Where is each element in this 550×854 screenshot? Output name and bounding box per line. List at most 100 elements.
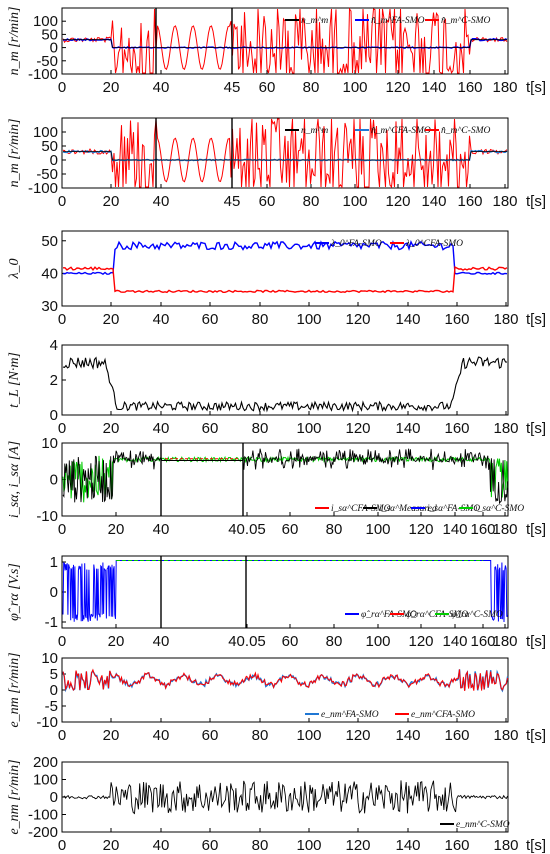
legend-label: i_sα^CFA-SMO: [331, 504, 391, 514]
legend-label: n̂_m^CFA-SMO: [371, 125, 431, 136]
x-tick-label: 140: [395, 727, 420, 744]
x-tick-label: 100: [365, 521, 390, 538]
x-tick-label: 140: [442, 633, 467, 650]
plot-area: [62, 668, 509, 693]
y-tick-label: -100: [28, 807, 58, 824]
x-tick-label: 100: [296, 727, 321, 744]
x-tick-label: 160: [444, 727, 469, 744]
x-tick-label: 140: [421, 79, 446, 96]
x-tick-label: 0: [58, 633, 66, 650]
x-tick-label: t[s]: [526, 633, 546, 650]
y-tick-label: 4: [50, 337, 58, 354]
x-tick-label: 100: [296, 420, 321, 437]
x-tick-label: 20: [103, 420, 120, 437]
series-lambda-fa-smo: [62, 239, 508, 276]
x-tick-label: 120: [408, 521, 433, 538]
x-tick-label: 60: [282, 633, 299, 650]
x-tick-label: 0: [58, 727, 66, 744]
x-tick-label: 60: [202, 837, 219, 854]
x-tick-label: 160: [457, 193, 482, 210]
x-tick-label: 160: [470, 521, 495, 538]
y-axis-label: φ̂_rα [V.s]: [7, 563, 22, 621]
legend-label: n_m^m: [301, 16, 328, 26]
x-tick-label: t[s]: [526, 311, 546, 328]
x-tick-label: t[s]: [526, 79, 546, 96]
x-tick-label: 120: [345, 837, 370, 854]
x-tick-label: t[s]: [526, 727, 546, 744]
y-tick-label: 2: [50, 372, 58, 389]
y-tick-label: -100: [28, 180, 58, 197]
y-axis-label: i_sα, i_sα [A]: [7, 441, 22, 518]
x-tick-label: 120: [385, 193, 410, 210]
y-axis-label: λ_0: [7, 258, 22, 279]
x-tick-label: 20: [103, 727, 120, 744]
y-axis-label: t_L [N·m]: [7, 352, 22, 408]
x-tick-label: 60: [259, 193, 276, 210]
x-tick-label: 180: [493, 727, 518, 744]
legend-label: n_m^m: [301, 126, 328, 136]
y-tick-label: -50: [36, 53, 58, 70]
legend: n_m^m n̂_m^FA-SMO n̂_m^C-SMO: [285, 15, 491, 26]
y-tick-label: 5: [50, 666, 58, 683]
x-tick-label: 80: [326, 521, 343, 538]
series-e-cfa-smo: [62, 668, 509, 692]
x-tick-label: 120: [385, 79, 410, 96]
x-tick-label: 0: [58, 521, 66, 538]
y-tick-label: -10: [36, 714, 58, 731]
plot-area: [62, 556, 508, 628]
x-tick-label: 20: [103, 311, 120, 328]
y-tick-label: 0: [50, 472, 58, 489]
series-n-measured: [63, 39, 507, 48]
x-tick-label: 180: [493, 311, 518, 328]
legend-label: φ̂_rα^FA-SMO: [361, 609, 417, 620]
x-tick-label: 0: [58, 837, 66, 854]
plot-area: [62, 443, 509, 516]
y-tick-label: 100: [33, 124, 58, 141]
legend: e_nm^FA-SMO e_nm^CFA-SMO: [305, 710, 475, 720]
x-tick-label: 0: [58, 311, 66, 328]
x-tick-label: 80: [252, 837, 269, 854]
legend-label: e_nm^C-SMO: [456, 820, 510, 830]
legend-label: λ_0^CFA-SMO: [405, 239, 463, 249]
x-tick-label: 80: [252, 420, 269, 437]
x-tick-label: 180: [492, 521, 517, 538]
x-tick-label: 40: [153, 193, 170, 210]
y-tick-label: -5: [45, 698, 58, 715]
x-tick-label: 100: [365, 633, 390, 650]
legend-label: λ_0^FA-SMO: [330, 239, 382, 249]
y-tick-label: 0: [50, 584, 58, 601]
y-tick-label: 0: [50, 40, 58, 57]
x-tick-label: 45: [224, 79, 241, 96]
y-tick-label: 0: [50, 682, 58, 699]
x-tick-label: 80: [303, 79, 320, 96]
x-tick-label: 60: [202, 311, 219, 328]
legend-label: φ̂_rα^C-SMO: [451, 609, 503, 620]
series-n-c-smo: [62, 7, 508, 75]
legend-label: e_nm^CFA-SMO: [411, 710, 475, 720]
x-tick-label: 60: [282, 521, 299, 538]
y-tick-label: 50: [41, 233, 58, 250]
x-tick-label: 20: [103, 837, 120, 854]
x-tick-label: 40: [153, 420, 170, 437]
series-e-c-smo: [62, 780, 508, 815]
y-tick-label: 100: [33, 772, 58, 789]
x-tick-label: 100: [296, 837, 321, 854]
plot-area: [62, 239, 508, 294]
x-tick-label: 60: [202, 420, 219, 437]
x-tick-label: 60: [202, 727, 219, 744]
y-tick-label: 200: [33, 754, 58, 771]
series-i-measured: [62, 448, 509, 505]
plot-area: [62, 7, 508, 75]
y-axis-label: n_m [r/min]: [7, 7, 22, 76]
axes-frame: [61, 657, 509, 723]
x-tick-label: 140: [395, 311, 420, 328]
y-tick-label: 0: [50, 152, 58, 169]
x-tick-label: 20: [103, 193, 120, 210]
x-tick-label: t[s]: [526, 837, 546, 854]
legend-label: i_sα^Measured: [379, 504, 437, 514]
x-tick-label: 0: [58, 193, 66, 210]
